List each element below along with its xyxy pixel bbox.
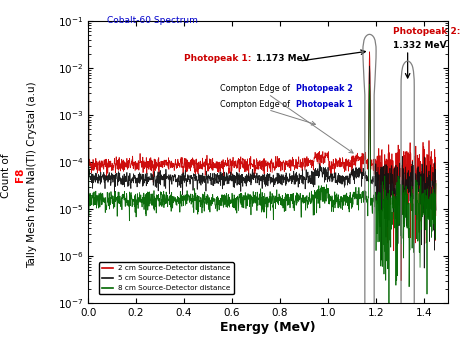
X-axis label: Energy (MeV): Energy (MeV)	[220, 321, 316, 334]
Text: Cobalt-60 Spectrum: Cobalt-60 Spectrum	[107, 16, 198, 25]
Text: Compton Edge of: Compton Edge of	[220, 100, 292, 109]
Text: Photopeak 1: Photopeak 1	[296, 100, 352, 109]
Text: Photopeak 2: Photopeak 2	[296, 84, 353, 93]
Text: Compton Edge of: Compton Edge of	[220, 84, 292, 93]
Text: F8: F8	[15, 167, 25, 182]
Text: Photopeak 1:: Photopeak 1:	[184, 54, 255, 63]
Legend: 2 cm Source-Detector distance, 5 cm Source-Detector distance, 8 cm Source-Detect: 2 cm Source-Detector distance, 5 cm Sour…	[99, 262, 234, 294]
Text: Count of: Count of	[1, 151, 11, 198]
Text: 1.173 MeV: 1.173 MeV	[256, 54, 310, 63]
Text: Tally Mesh from NaI(Tl) Crystal (a.u): Tally Mesh from NaI(Tl) Crystal (a.u)	[27, 81, 37, 268]
Text: 1.332 MeV: 1.332 MeV	[393, 41, 447, 50]
Text: Photopeak 2:: Photopeak 2:	[393, 27, 460, 36]
